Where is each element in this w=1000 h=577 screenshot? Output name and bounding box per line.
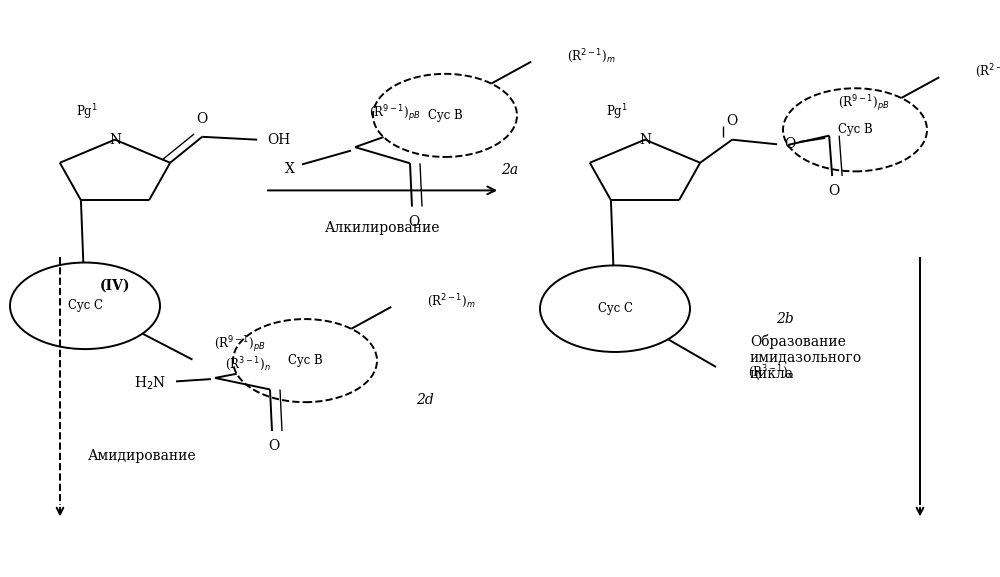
Text: O: O [408, 215, 420, 228]
Text: (R$^{2-1}$)$_m$: (R$^{2-1}$)$_m$ [975, 62, 1000, 80]
Text: (R$^{3-1}$)$_n$: (R$^{3-1}$)$_n$ [225, 355, 270, 373]
Text: Pg$^1$: Pg$^1$ [76, 102, 98, 122]
Text: Cyc B: Cyc B [838, 123, 872, 136]
Text: O: O [197, 113, 208, 126]
Text: X: X [285, 162, 295, 176]
Text: O: O [268, 439, 280, 453]
Text: N: N [639, 133, 651, 147]
Text: (R$^{2-1}$)$_m$: (R$^{2-1}$)$_m$ [427, 292, 476, 310]
Text: H$_2$N: H$_2$N [134, 375, 166, 392]
Text: Амидирование: Амидирование [88, 449, 197, 463]
Text: 2b: 2b [776, 312, 794, 326]
Text: (R$^{9-1}$)$_{pB}$: (R$^{9-1}$)$_{pB}$ [838, 93, 890, 114]
Text: Cyc C: Cyc C [598, 302, 633, 315]
Text: O: O [785, 137, 796, 151]
Text: Pg$^1$: Pg$^1$ [606, 102, 628, 122]
Text: (R$^{9-1}$)$_{pB}$: (R$^{9-1}$)$_{pB}$ [214, 334, 266, 355]
Text: O: O [829, 184, 840, 198]
Text: (IV): (IV) [100, 279, 130, 293]
Text: Cyc B: Cyc B [288, 354, 322, 367]
Text: (R$^{3-1}$)$_n$: (R$^{3-1}$)$_n$ [748, 363, 794, 380]
Text: Cyc C: Cyc C [68, 299, 103, 312]
Text: Cyc B: Cyc B [428, 109, 462, 122]
Text: (R$^{2-1}$)$_m$: (R$^{2-1}$)$_m$ [567, 47, 616, 65]
Text: (R$^{9-1}$)$_{pB}$: (R$^{9-1}$)$_{pB}$ [369, 103, 421, 124]
Text: Образование
имидазольного
цикла: Образование имидазольного цикла [750, 334, 862, 381]
Text: N: N [109, 133, 121, 147]
Text: O: O [727, 114, 738, 128]
Text: 2a: 2a [501, 163, 519, 177]
Text: Алкилирование: Алкилирование [325, 221, 440, 235]
Text: OH: OH [268, 133, 291, 147]
Text: 2d: 2d [416, 393, 434, 407]
